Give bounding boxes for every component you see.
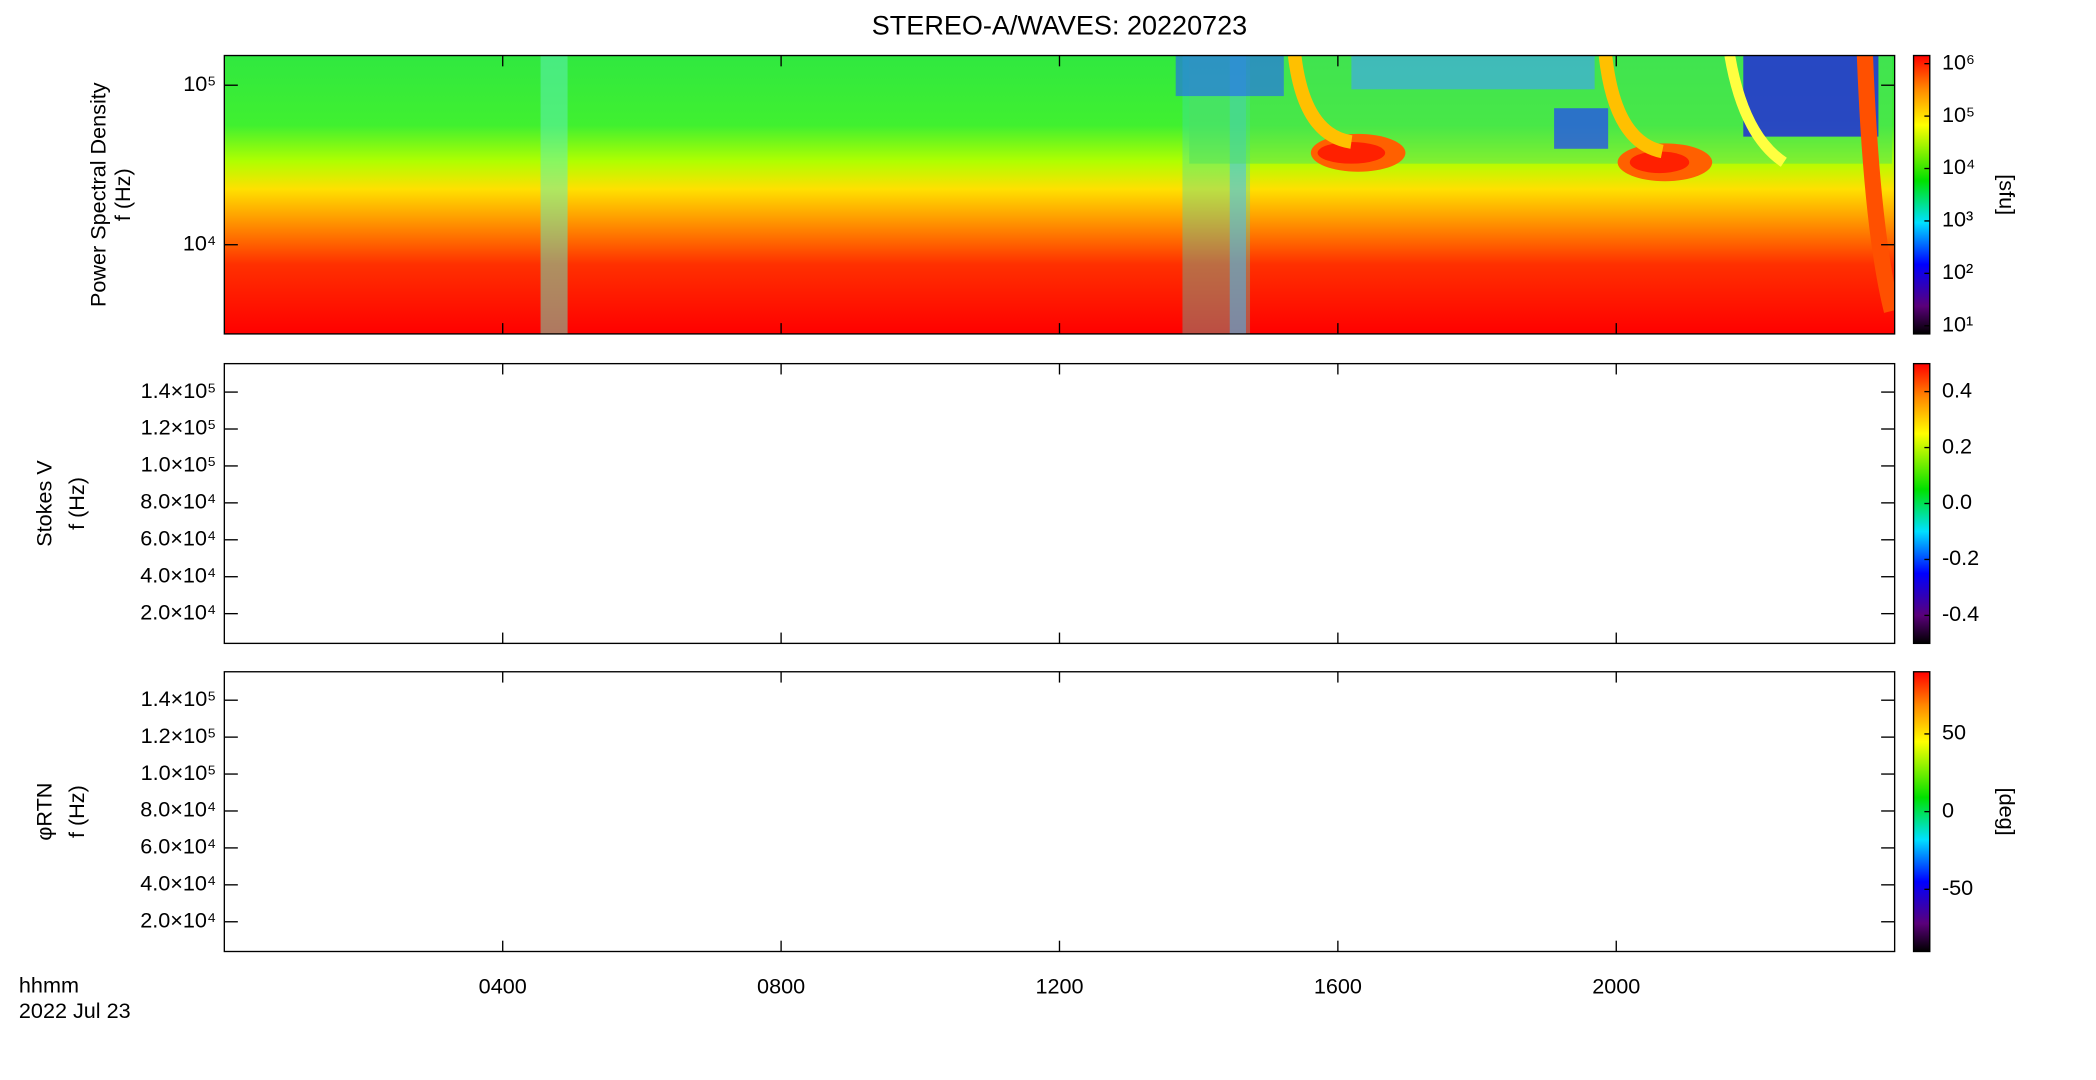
- colorbar-tick-label: 50: [1942, 720, 1966, 745]
- y-tick-label: 1.0×10⁵: [141, 760, 217, 785]
- colorbar-tick-label: 10⁴: [1942, 154, 1975, 179]
- y-tick-label: 4.0×10⁴: [140, 871, 216, 896]
- x-tick-label: 1600: [1314, 974, 1362, 999]
- x-format-label: hhmm: [19, 972, 79, 997]
- plot-frame: [223, 362, 1896, 645]
- x-tick-label: 0800: [757, 974, 805, 999]
- y-axis-label: φRTN: [32, 783, 57, 841]
- y-axis-label: Power Spectral Density: [86, 82, 111, 307]
- colorbar-tick-label: 10³: [1942, 207, 1973, 232]
- y-tick-label: 1.2×10⁵: [141, 723, 217, 748]
- plot-frame: [223, 671, 1896, 953]
- y-tick-label: 2.0×10⁴: [140, 599, 216, 624]
- y-axis-label: f (Hz): [64, 477, 89, 530]
- chart-title: STEREO-A/WAVES: 20220723: [872, 10, 1247, 40]
- y-axis-label: f (Hz): [64, 785, 89, 838]
- y-tick-label: 10⁵: [183, 71, 216, 96]
- y-tick-label: 8.0×10⁴: [140, 797, 216, 822]
- y-axis-label: Stokes V: [32, 460, 57, 547]
- y-tick-label: 2.0×10⁴: [140, 907, 216, 932]
- x-tick-label: 1200: [1035, 974, 1083, 999]
- spectrogram: [224, 55, 1895, 334]
- y-tick-label: 1.2×10⁵: [141, 415, 217, 440]
- y-tick-label: 1.4×10⁵: [141, 686, 217, 711]
- colorbar-label: [deg]: [1995, 788, 2020, 836]
- colorbar: [1912, 54, 1931, 335]
- y-tick-label: 6.0×10⁴: [140, 526, 216, 551]
- date-label: 2022 Jul 23: [19, 998, 131, 1023]
- colorbar-tick-label: 0.2: [1942, 433, 1972, 458]
- y-tick-label: 8.0×10⁴: [140, 489, 216, 514]
- x-tick-label: 0400: [479, 974, 527, 999]
- y-tick-label: 1.0×10⁵: [141, 452, 217, 477]
- y-tick-label: 4.0×10⁴: [140, 562, 216, 587]
- colorbar-tick-label: 0.0: [1942, 489, 1972, 514]
- colorbar-tick-label: 10⁵: [1942, 102, 1975, 127]
- colorbar-tick-label: 0.4: [1942, 377, 1972, 402]
- colorbar-tick-label: 10¹: [1942, 312, 1973, 337]
- y-tick-label: 10⁴: [183, 230, 216, 255]
- colorbar-tick-label: -0.4: [1942, 601, 1979, 626]
- y-tick-label: 6.0×10⁴: [140, 834, 216, 859]
- colorbar-tick-label: 10²: [1942, 259, 1973, 284]
- x-tick-label: 2000: [1592, 974, 1640, 999]
- colorbar-tick-label: -0.2: [1942, 545, 1979, 570]
- colorbar-label: [sfu]: [1995, 174, 2020, 215]
- y-tick-label: 1.4×10⁵: [141, 378, 217, 403]
- colorbar-tick-label: -50: [1942, 875, 1973, 900]
- colorbar-tick-label: 10⁶: [1942, 49, 1975, 74]
- colorbar-tick-label: 0: [1942, 797, 1954, 822]
- y-axis-label: f (Hz): [110, 168, 135, 221]
